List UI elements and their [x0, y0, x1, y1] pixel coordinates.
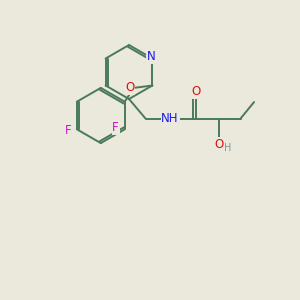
Text: F: F [64, 124, 71, 137]
Text: F: F [112, 121, 119, 134]
Text: NH: NH [161, 112, 179, 125]
Text: H: H [224, 143, 232, 153]
Text: N: N [146, 50, 155, 64]
Text: O: O [214, 137, 224, 151]
Text: O: O [191, 85, 200, 98]
Text: O: O [125, 81, 134, 94]
